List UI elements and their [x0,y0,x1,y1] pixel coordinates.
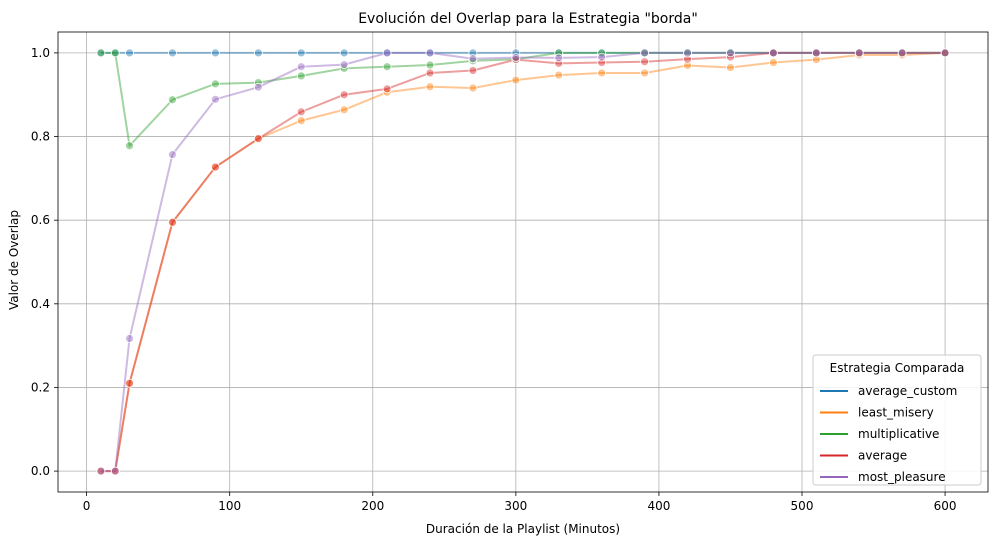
data-point-most_pleasure [684,49,692,57]
data-point-most_pleasure [855,49,863,57]
y-tick-label: 0.0 [31,464,50,478]
data-point-least_misery [769,59,777,67]
data-point-least_misery [598,69,606,77]
x-tick-label: 100 [218,499,241,513]
data-point-average [211,163,219,171]
data-point-most_pleasure [383,49,391,57]
legend-label-average: average [858,449,907,463]
x-tick-label: 200 [361,499,384,513]
data-point-average_custom [254,49,262,57]
data-point-most_pleasure [641,49,649,57]
x-axis-label: Duración de la Playlist (Minutos) [426,522,620,536]
data-point-average [641,58,649,66]
data-point-least_misery [555,71,563,79]
x-tick-label: 300 [504,499,527,513]
data-point-average [383,85,391,93]
data-point-most_pleasure [211,95,219,103]
data-point-multiplicative [126,142,134,150]
data-point-most_pleasure [941,49,949,57]
data-point-multiplicative [211,80,219,88]
y-tick-label: 0.6 [31,213,50,227]
data-point-average [254,135,262,143]
legend-label-average_custom: average_custom [858,384,957,398]
data-point-most_pleasure [555,54,563,62]
data-point-most_pleasure [97,467,105,475]
data-point-most_pleasure [769,49,777,57]
legend-title: Estrategia Comparada [830,361,965,375]
data-point-least_misery [469,84,477,92]
y-tick-label: 0.4 [31,297,50,311]
data-point-most_pleasure [297,63,305,71]
legend-label-least_misery: least_misery [858,406,934,420]
data-point-most_pleasure [812,49,820,57]
data-point-most_pleasure [469,55,477,63]
data-point-average [426,69,434,77]
data-point-most_pleasure [426,49,434,57]
chart-title: Evolución del Overlap para la Estrategia… [358,11,698,27]
x-tick-label: 400 [647,499,670,513]
data-point-least_misery [340,106,348,114]
data-point-average_custom [297,49,305,57]
data-point-most_pleasure [726,49,734,57]
x-tick-label: 0 [83,499,91,513]
legend: Estrategia Comparada average_custom least_… [813,355,981,485]
data-point-multiplicative [111,49,119,57]
y-axis-label: Valor de Overlap [7,210,21,310]
data-point-most_pleasure [898,49,906,57]
data-point-least_misery [726,64,734,72]
x-tick-label: 600 [934,499,957,513]
data-point-least_misery [297,117,305,125]
data-point-average_custom [126,49,134,57]
data-point-most_pleasure [254,83,262,91]
y-tick-label: 0.2 [31,380,50,394]
data-point-multiplicative [297,72,305,80]
data-point-average [126,379,134,387]
y-tick-label: 1.0 [31,46,50,60]
data-point-most_pleasure [126,335,134,343]
data-point-most_pleasure [111,467,119,475]
data-point-average [340,91,348,99]
data-point-most_pleasure [598,53,606,61]
data-point-most_pleasure [340,61,348,69]
data-point-least_misery [641,69,649,77]
data-point-average [297,108,305,116]
legend-label-most_pleasure: most_pleasure [858,470,946,484]
data-point-multiplicative [97,49,105,57]
legend-label-multiplicative: multiplicative [858,427,939,441]
data-point-average_custom [168,49,176,57]
data-point-average_custom [340,49,348,57]
data-point-average [168,218,176,226]
data-point-least_misery [426,83,434,91]
data-point-average_custom [211,49,219,57]
x-tick-label: 500 [791,499,814,513]
data-point-multiplicative [426,61,434,69]
data-point-average [469,66,477,74]
data-point-least_misery [512,76,520,84]
data-point-most_pleasure [512,54,520,62]
data-point-multiplicative [168,96,176,104]
y-tick-label: 0.8 [31,130,50,144]
data-point-multiplicative [383,63,391,71]
data-point-most_pleasure [168,151,176,159]
